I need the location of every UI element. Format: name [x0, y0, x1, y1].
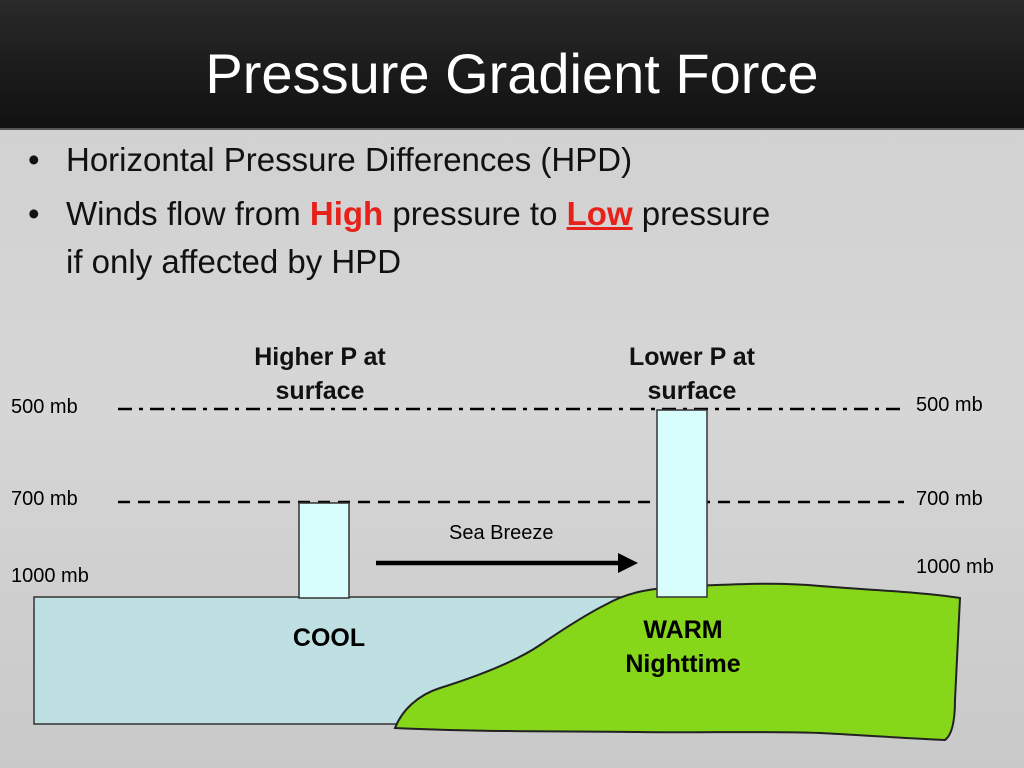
lower-pressure-label: Lower P at surface	[582, 340, 802, 408]
label-line: Lower P at	[629, 343, 755, 371]
level-label-right-1000: 1000 mb	[916, 556, 994, 578]
warm-air-column	[656, 409, 708, 598]
level-label-right-700: 700 mb	[916, 488, 983, 510]
sea-breeze-label: Sea Breeze	[449, 522, 554, 544]
label-line: Nighttime	[625, 650, 741, 678]
low-highlight: Low	[566, 195, 633, 232]
cool-label: COOL	[292, 624, 366, 652]
title-bar: Pressure Gradient Force	[0, 0, 1024, 130]
warm-nighttime-label: WARM Nighttime	[593, 613, 773, 681]
bullet-text-line2: if only affected by HPD	[66, 243, 402, 280]
land-mass	[393, 582, 962, 742]
label-line: surface	[275, 377, 365, 405]
label-line: Higher P at	[254, 343, 386, 371]
sea-breeze-arrow-head	[618, 553, 638, 573]
bullet-text-part: pressure	[632, 195, 771, 232]
level-label-left-500: 500 mb	[11, 396, 78, 418]
cool-air-column	[298, 502, 350, 599]
bullet-dot: •	[28, 141, 40, 178]
level-label-left-1000: 1000 mb	[11, 565, 89, 587]
level-label-left-700: 700 mb	[11, 488, 78, 510]
label-line: WARM	[643, 616, 723, 644]
slide-title: Pressure Gradient Force	[205, 42, 819, 105]
bullet-item: • Horizontal Pressure Differences (HPD)	[28, 136, 988, 184]
label-line: surface	[647, 377, 737, 405]
bullet-list: • Horizontal Pressure Differences (HPD) …	[28, 136, 988, 292]
bullet-item: • Winds flow from High pressure to Low p…	[28, 190, 988, 286]
high-highlight: High	[309, 195, 384, 232]
bullet-text-part: pressure to	[383, 195, 567, 232]
bullet-text-part: Winds flow from	[66, 195, 310, 232]
higher-pressure-label: Higher P at surface	[210, 340, 430, 408]
bullet-dot: •	[28, 195, 40, 232]
level-label-right-500: 500 mb	[916, 394, 983, 416]
bullet-text: Horizontal Pressure Differences (HPD)	[66, 141, 633, 178]
